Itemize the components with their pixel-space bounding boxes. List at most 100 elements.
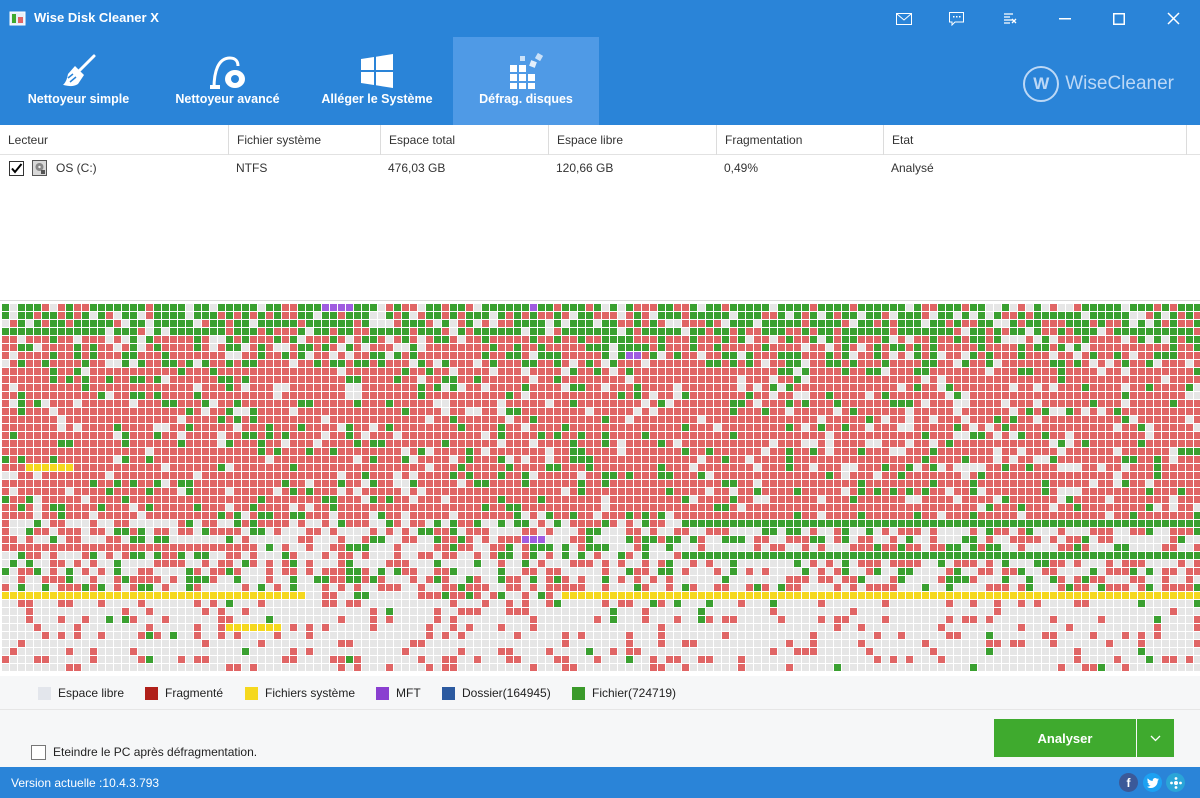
cluster-block xyxy=(474,408,481,415)
feedback-icon[interactable] xyxy=(931,0,981,37)
cluster-block xyxy=(826,336,833,343)
cluster-block xyxy=(106,520,113,527)
mail-icon[interactable] xyxy=(879,0,929,37)
cluster-block xyxy=(314,328,321,335)
cluster-block xyxy=(298,376,305,383)
cluster-block xyxy=(826,304,833,311)
cluster-block xyxy=(74,456,81,463)
cluster-block xyxy=(626,464,633,471)
cluster-block xyxy=(274,552,281,559)
cluster-block xyxy=(1106,552,1113,559)
cluster-block xyxy=(810,384,817,391)
menu-icon[interactable] xyxy=(985,0,1035,37)
cluster-block xyxy=(1114,392,1121,399)
cluster-block xyxy=(738,368,745,375)
cluster-block xyxy=(850,496,857,503)
cluster-block xyxy=(322,320,329,327)
cluster-block xyxy=(1010,312,1017,319)
cluster-block xyxy=(602,504,609,511)
cluster-block xyxy=(666,416,673,423)
cluster-block xyxy=(1042,320,1049,327)
cluster-block xyxy=(1130,408,1137,415)
cluster-block xyxy=(594,344,601,351)
column-header-espace-total[interactable]: Espace total xyxy=(381,125,549,155)
cluster-block xyxy=(810,328,817,335)
cluster-block xyxy=(770,528,777,535)
cluster-block xyxy=(562,552,569,559)
minimize-icon[interactable] xyxy=(1040,0,1090,37)
cluster-block xyxy=(906,544,913,551)
cluster-block xyxy=(698,328,705,335)
cluster-block xyxy=(410,384,417,391)
cluster-block xyxy=(162,408,169,415)
cluster-block xyxy=(362,512,369,519)
cluster-block xyxy=(482,328,489,335)
cluster-block xyxy=(242,496,249,503)
tab-nettoyeur-avance[interactable]: Nettoyeur avancé xyxy=(165,37,290,125)
cluster-block xyxy=(466,360,473,367)
cluster-block xyxy=(26,416,33,423)
cluster-block xyxy=(546,392,553,399)
cluster-block xyxy=(170,520,177,527)
column-header-lecteur[interactable]: Lecteur xyxy=(0,125,229,155)
maximize-icon[interactable] xyxy=(1094,0,1144,37)
cluster-block xyxy=(562,456,569,463)
cluster-block xyxy=(554,552,561,559)
cluster-block xyxy=(642,424,649,431)
drive-checkbox[interactable] xyxy=(9,161,24,176)
cluster-block xyxy=(394,312,401,319)
cluster-block xyxy=(1162,336,1169,343)
column-header-fichier-systeme[interactable]: Fichier système xyxy=(229,125,381,155)
cluster-block xyxy=(522,456,529,463)
cluster-block xyxy=(186,552,193,559)
cluster-block xyxy=(1146,432,1153,439)
column-header-etat[interactable]: Etat xyxy=(884,125,1187,155)
cluster-block xyxy=(1138,416,1145,423)
cluster-block xyxy=(954,512,961,519)
cluster-block xyxy=(674,536,681,543)
column-header-fragmentation[interactable]: Fragmentation xyxy=(717,125,884,155)
tab-alleger-systeme[interactable]: Alléger le Système xyxy=(313,37,441,125)
cluster-block xyxy=(610,424,617,431)
cluster-block xyxy=(978,336,985,343)
column-header-espace-libre[interactable]: Espace libre xyxy=(549,125,717,155)
cluster-block xyxy=(2,464,9,471)
cluster-block xyxy=(1130,520,1137,527)
cluster-block xyxy=(618,440,625,447)
cluster-block xyxy=(898,384,905,391)
cluster-block xyxy=(1074,424,1081,431)
cluster-block xyxy=(730,344,737,351)
cluster-block xyxy=(778,352,785,359)
tab-defrag-disques[interactable]: Défrag. disques xyxy=(453,37,599,125)
cluster-block xyxy=(874,320,881,327)
cluster-block xyxy=(770,512,777,519)
cluster-block xyxy=(570,520,577,527)
cluster-block xyxy=(530,344,537,351)
cluster-block xyxy=(1010,384,1017,391)
cluster-block xyxy=(874,496,881,503)
cluster-block xyxy=(274,416,281,423)
cluster-block xyxy=(714,424,721,431)
cluster-block xyxy=(202,368,209,375)
cluster-block xyxy=(1002,456,1009,463)
cluster-block xyxy=(130,312,137,319)
cluster-block xyxy=(258,376,265,383)
cluster-block xyxy=(642,472,649,479)
cluster-block xyxy=(546,408,553,415)
cluster-block xyxy=(274,312,281,319)
cluster-block xyxy=(906,504,913,511)
cluster-block xyxy=(834,552,841,559)
cluster-block xyxy=(42,480,49,487)
cluster-block xyxy=(1010,424,1017,431)
cluster-block xyxy=(58,320,65,327)
cluster-block xyxy=(666,392,673,399)
close-icon[interactable] xyxy=(1148,0,1198,37)
tab-nettoyeur-simple[interactable]: Nettoyeur simple xyxy=(20,37,137,125)
cluster-block xyxy=(730,368,737,375)
cluster-block xyxy=(666,536,673,543)
cluster-block xyxy=(874,368,881,375)
cluster-block xyxy=(106,424,113,431)
cluster-block xyxy=(234,528,241,535)
cluster-block xyxy=(90,384,97,391)
table-row[interactable]: OS (C:) NTFS 476,03 GB 120,66 GB 0,49% A… xyxy=(0,156,1200,180)
